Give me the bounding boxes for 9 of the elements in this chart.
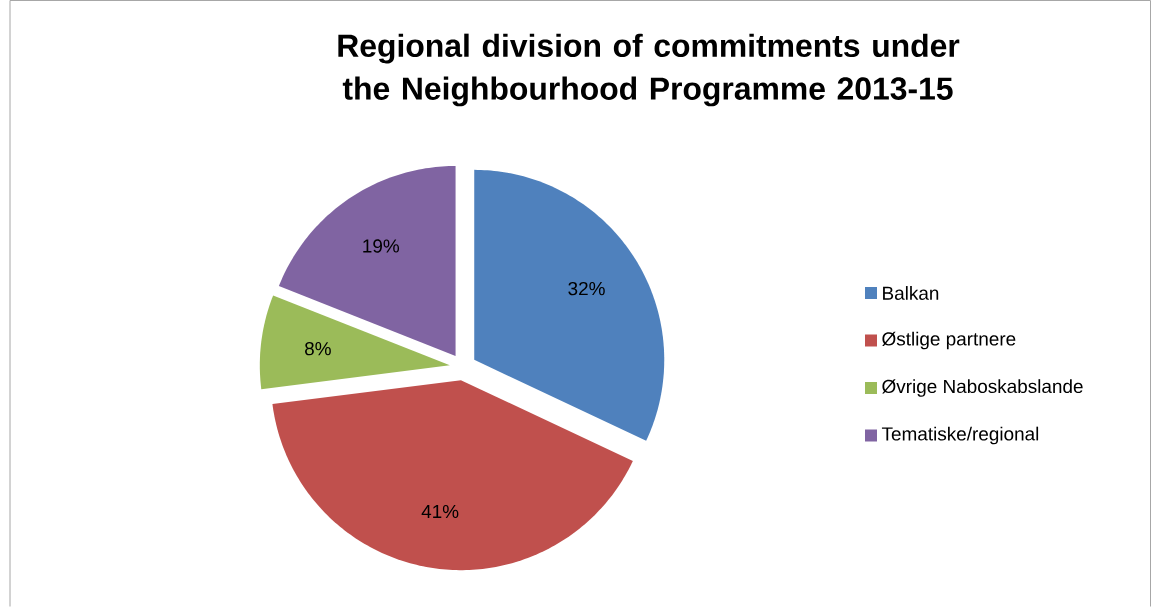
legend-label: Tematiske/regional — [881, 426, 1039, 445]
legend-label: Øvrige Naboskabslande — [882, 379, 1083, 397]
data-label: 8% — [305, 341, 331, 356]
data-label: 32% — [568, 281, 605, 296]
legend-label: Balkan — [883, 286, 939, 300]
legend-label: Østlige partnere — [882, 331, 1016, 350]
data-label: 19% — [363, 239, 400, 253]
chart-title: Regional division of commitments under the Neighbourhood Programme 2013-15 — [338, 33, 960, 107]
data-label: 41% — [421, 504, 459, 519]
